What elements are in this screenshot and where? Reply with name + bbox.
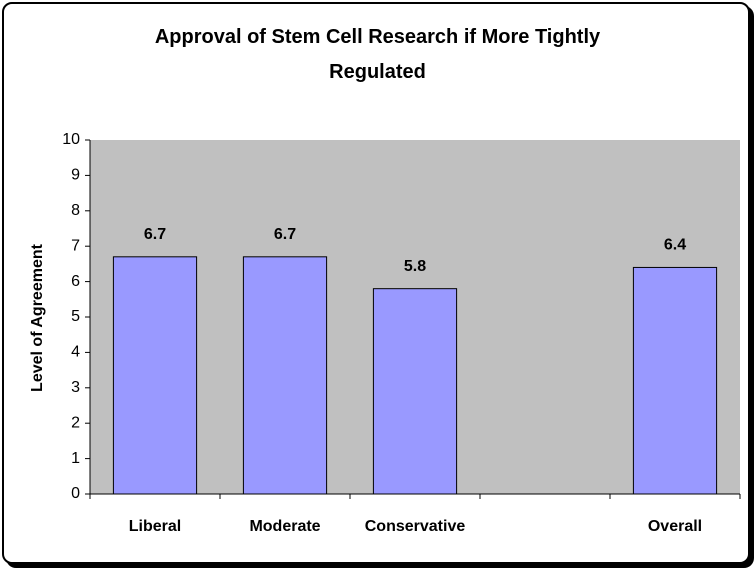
y-tick-label: 8: [71, 202, 80, 219]
y-tick-label: 6: [71, 273, 80, 290]
y-tick-label: 0: [71, 485, 80, 502]
value-label: 6.7: [274, 226, 296, 243]
value-label: 5.8: [404, 258, 426, 275]
value-label: 6.4: [664, 237, 686, 254]
bar: [112, 256, 198, 495]
y-tick-label: 4: [71, 344, 80, 361]
y-tick-label: 3: [71, 379, 80, 396]
bar: [632, 266, 718, 495]
bar: [242, 256, 328, 495]
y-tick-label: 5: [71, 308, 80, 325]
y-axis-label: Level of Agreement: [29, 243, 46, 392]
y-tick-label: 10: [62, 131, 80, 148]
y-tick-label: 2: [71, 414, 80, 431]
bar: [372, 288, 458, 495]
x-tick-label: Moderate: [249, 518, 320, 535]
y-tick-label: 7: [71, 237, 80, 254]
x-tick-label: Conservative: [365, 518, 466, 535]
chart-title: Approval of Stem Cell Research if More T…: [154, 26, 601, 83]
x-tick-label: Liberal: [129, 518, 181, 535]
y-tick-label: 1: [71, 450, 80, 467]
x-tick-label: Overall: [648, 518, 702, 535]
y-tick-label: 9: [71, 167, 80, 184]
value-label: 6.7: [144, 226, 166, 243]
